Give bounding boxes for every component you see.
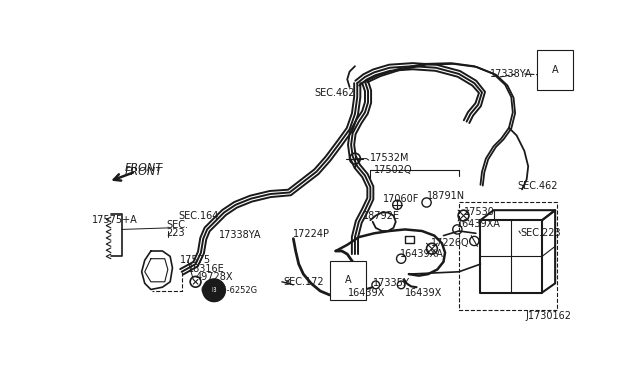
Text: SEC.462: SEC.462	[517, 180, 558, 190]
Text: 18792E: 18792E	[364, 211, 401, 221]
Text: A: A	[552, 65, 559, 75]
Text: (2): (2)	[209, 294, 220, 303]
Text: SEC.223: SEC.223	[520, 228, 561, 238]
Text: J1730162: J1730162	[525, 311, 571, 321]
Text: 223: 223	[166, 228, 185, 237]
Text: A: A	[345, 275, 351, 285]
Text: 16439XA: 16439XA	[458, 219, 501, 229]
Text: 18316E: 18316E	[188, 264, 225, 274]
Text: SEC.: SEC.	[166, 220, 188, 230]
Text: 17338YA: 17338YA	[219, 230, 261, 240]
Text: B: B	[212, 287, 216, 293]
Text: SEC.462: SEC.462	[314, 88, 355, 98]
Text: 16439XA: 16439XA	[401, 249, 444, 259]
Text: 17530: 17530	[463, 207, 494, 217]
Text: FRONT: FRONT	[125, 167, 163, 177]
Text: 17532M: 17532M	[369, 153, 409, 163]
Text: 17226Q: 17226Q	[431, 238, 470, 248]
Text: 08146-6252G: 08146-6252G	[201, 286, 258, 295]
Text: 17502Q: 17502Q	[374, 165, 413, 175]
Text: 17338YA: 17338YA	[490, 69, 532, 79]
Text: 17335X: 17335X	[372, 278, 410, 288]
Text: SEC.172: SEC.172	[284, 277, 324, 287]
Text: 16439X: 16439X	[348, 288, 385, 298]
Text: 17060F: 17060F	[383, 194, 420, 203]
Text: 16439X: 16439X	[405, 288, 442, 298]
Text: SEC.164: SEC.164	[179, 211, 219, 221]
Text: 17575: 17575	[180, 255, 211, 265]
Text: FRONT: FRONT	[125, 163, 163, 173]
Text: 17224P: 17224P	[292, 229, 330, 239]
Text: 49728X: 49728X	[196, 272, 233, 282]
Text: 17575+A: 17575+A	[92, 215, 138, 225]
Text: 18791N: 18791N	[427, 190, 465, 201]
